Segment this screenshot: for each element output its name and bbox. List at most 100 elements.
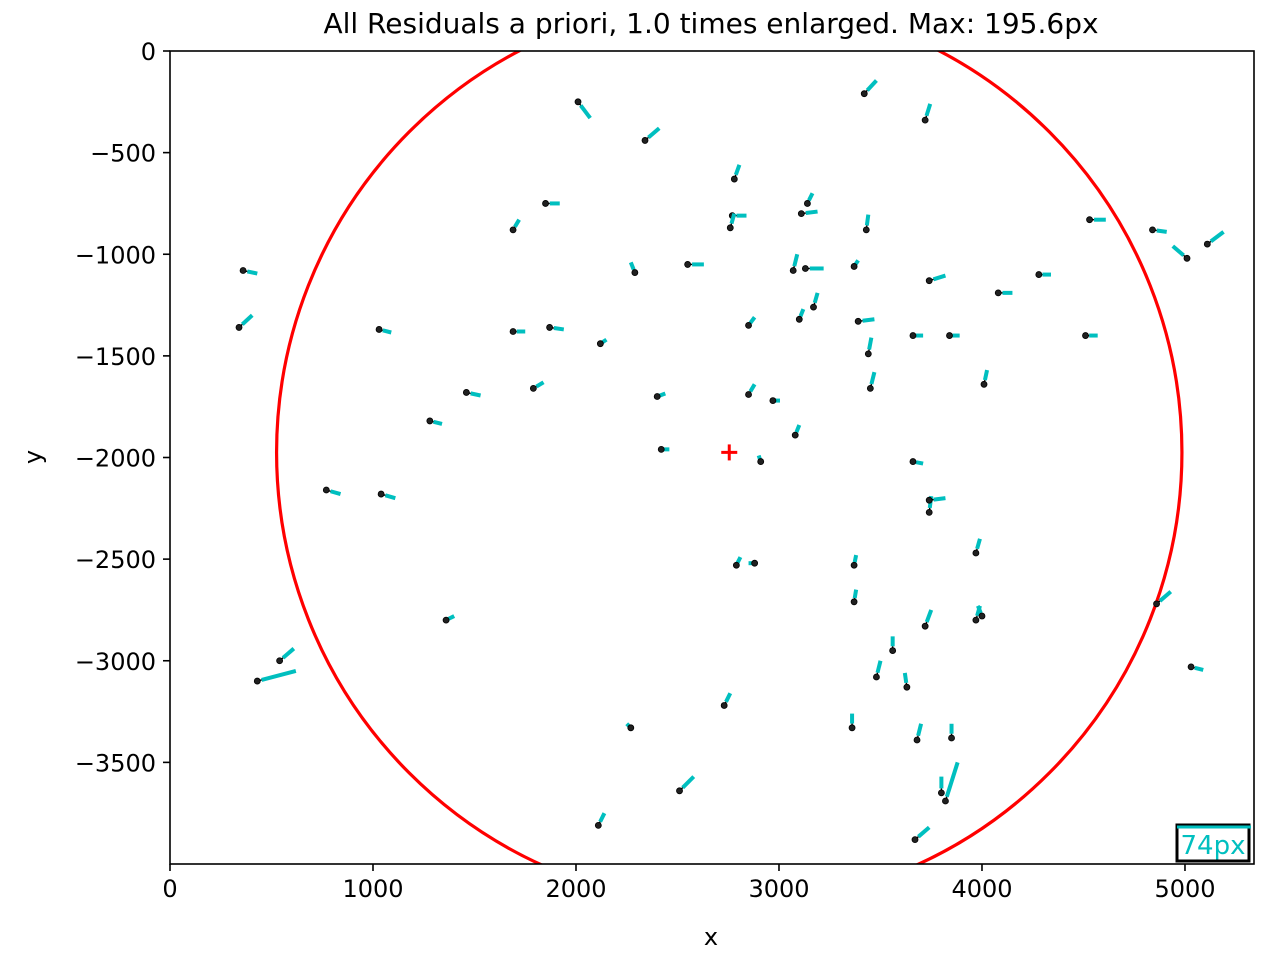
residual-point <box>994 289 1013 297</box>
measured-point <box>676 787 683 795</box>
measured-point <box>864 350 872 358</box>
residual-point <box>795 308 806 323</box>
x-tick-label: 2000 <box>545 875 606 903</box>
residual-point <box>426 417 443 426</box>
residual-point <box>925 273 947 285</box>
residual-point <box>596 337 608 348</box>
residual-point <box>377 490 396 501</box>
residual-point <box>1153 590 1173 608</box>
y-tick-label: −3000 <box>75 648 156 676</box>
residual-vector <box>794 424 802 433</box>
measured-point <box>909 458 917 465</box>
residual-vector <box>852 554 859 563</box>
measured-point <box>726 224 734 232</box>
residual-vector <box>807 192 815 202</box>
residual-vector <box>681 775 696 790</box>
y-tick-label: −1000 <box>75 241 156 269</box>
y-tick-label: −500 <box>90 140 156 168</box>
residual-vector <box>805 209 818 216</box>
residual-vector <box>852 589 859 599</box>
measured-point <box>889 647 897 654</box>
residual-vector <box>902 672 909 684</box>
residual-point <box>921 609 934 630</box>
measured-point <box>972 616 980 624</box>
residual-point <box>574 98 592 120</box>
residual-vector <box>975 538 982 550</box>
residual-vector <box>246 269 258 276</box>
residual-vector <box>976 605 983 614</box>
residual-vector <box>628 261 636 271</box>
measured-point <box>854 317 862 325</box>
residual-vector <box>724 692 733 703</box>
residual-vector <box>798 308 806 317</box>
measured-point <box>911 836 919 844</box>
residual-vector <box>513 218 521 228</box>
residual-point <box>850 259 860 270</box>
measured-point <box>769 397 777 404</box>
measured-point <box>745 321 752 329</box>
residual-point <box>1203 230 1225 248</box>
residual-point <box>804 192 815 207</box>
y-axis: 0 −500 −1000 −1500 −2000 −2500 −3000 −3500 <box>75 38 170 777</box>
residual-vector <box>932 273 947 282</box>
residual-point <box>976 605 986 620</box>
residual-vector <box>384 493 396 501</box>
measured-point <box>751 559 759 567</box>
residual-point <box>791 424 802 439</box>
residual-vector <box>915 460 924 466</box>
measured-point <box>797 210 805 218</box>
measured-point <box>862 226 870 234</box>
residual-point <box>748 559 759 567</box>
measured-point <box>239 267 247 274</box>
residual-vector <box>447 614 456 621</box>
residual-vector <box>281 647 296 660</box>
residual-point <box>529 380 545 392</box>
measured-point <box>789 267 797 274</box>
residual-vector <box>579 104 592 120</box>
residual-vector <box>535 380 545 389</box>
residual-vector <box>261 668 297 682</box>
x-tick-label: 4000 <box>951 875 1012 903</box>
measured-point <box>909 332 917 339</box>
measured-point <box>1149 226 1156 234</box>
measured-point <box>925 496 933 504</box>
x-axis-label: x <box>704 923 718 951</box>
residual-point <box>1086 216 1106 224</box>
residual-point <box>937 776 945 797</box>
residual-point <box>628 261 639 276</box>
reference-circle <box>275 51 1184 864</box>
y-tick-label: −1500 <box>75 343 156 371</box>
center-marker <box>721 444 738 461</box>
residual-point <box>546 324 565 332</box>
residual-point <box>625 722 635 732</box>
residual-point <box>862 214 871 234</box>
measured-point <box>801 265 809 272</box>
residual-point <box>889 636 897 654</box>
residual-vector <box>916 723 924 737</box>
residual-point <box>925 496 946 504</box>
measured-point <box>1203 240 1211 248</box>
measured-point <box>730 175 738 183</box>
residual-vector <box>865 79 878 92</box>
measured-point <box>745 391 752 398</box>
measured-point <box>732 561 740 569</box>
measured-point <box>980 380 988 388</box>
measured-point <box>948 734 955 742</box>
scale-legend-box <box>1175 823 1251 863</box>
measured-point <box>462 389 470 396</box>
measured-point <box>594 821 602 829</box>
measured-point <box>509 328 517 335</box>
residual-vector <box>1171 244 1185 257</box>
residual-vector <box>917 825 931 839</box>
residual-point <box>1082 332 1098 339</box>
residual-vector <box>1194 665 1204 672</box>
residual-point <box>684 261 704 268</box>
residual-vector <box>924 103 933 117</box>
measured-point <box>1183 254 1191 262</box>
residual-point <box>873 660 883 681</box>
measured-point <box>596 340 604 348</box>
measured-point <box>850 598 858 606</box>
measured-point <box>921 116 929 124</box>
measured-point <box>850 263 858 270</box>
